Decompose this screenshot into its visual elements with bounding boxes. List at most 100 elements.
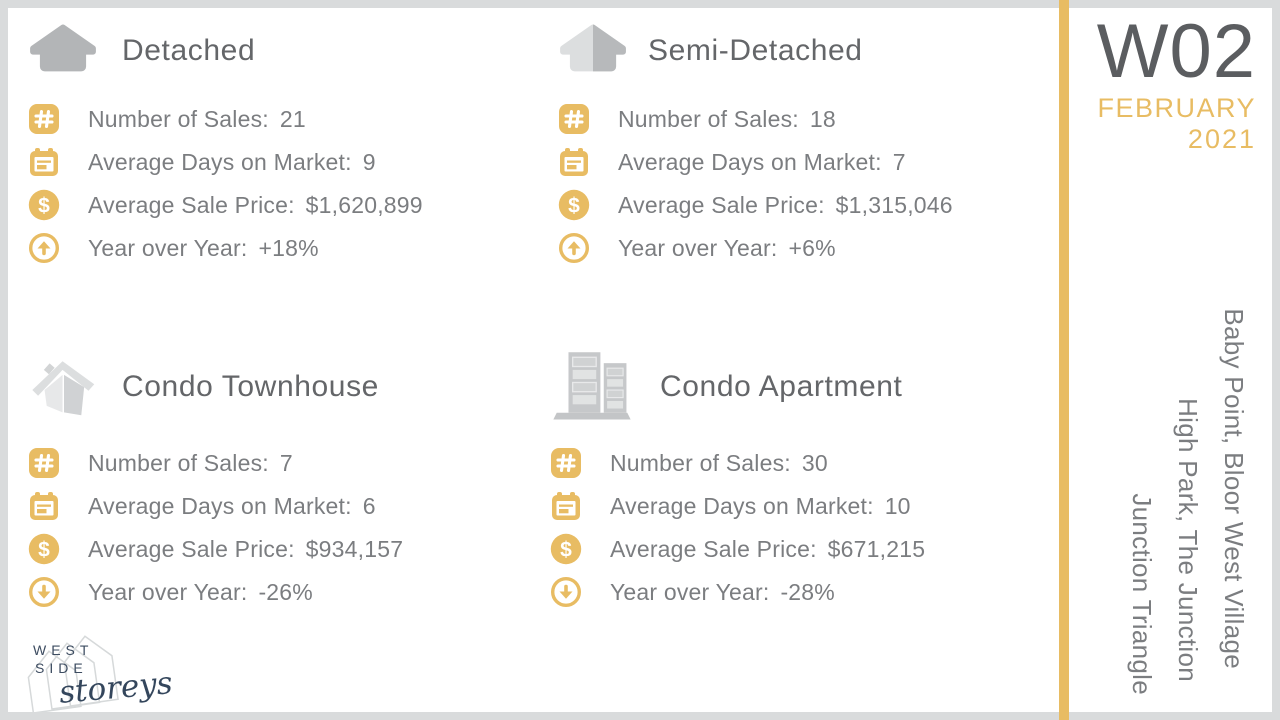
- stat-value: 7: [892, 148, 906, 175]
- stat-row: $ Average Sale Price: $934,157: [28, 533, 538, 565]
- stat-row: $ Average Sale Price: $671,215: [550, 533, 1060, 565]
- stat-value: 7: [279, 449, 293, 476]
- calendar-icon: [28, 490, 60, 522]
- neighbourhood-line: High Park, The Junction: [1173, 398, 1203, 682]
- stat-label: Number of Sales:: [610, 449, 791, 476]
- stat-value: +6%: [788, 234, 836, 261]
- apartment-icon: [550, 346, 634, 429]
- neighbourhood-line: Baby Point, Bloor West Village: [1219, 308, 1249, 669]
- logo-word-side: SIDE: [35, 660, 88, 676]
- stat-row: Year over Year: -26%: [28, 576, 538, 608]
- arrow-down-icon: [28, 576, 60, 608]
- quadrant-title: Semi-Detached: [648, 34, 863, 67]
- svg-text:$: $: [38, 195, 50, 218]
- week-label: W02: [1096, 9, 1256, 94]
- detached-stats: Number of Sales: 21 Average Days on Mark…: [28, 103, 538, 264]
- dollar-icon: $: [28, 189, 60, 221]
- stat-value: 9: [362, 148, 376, 175]
- logo-word-west: WEST: [33, 642, 94, 658]
- condo-townhouse-stats: Number of Sales: 7 Average Days on Marke…: [28, 447, 538, 608]
- calendar-icon: [558, 146, 590, 178]
- svg-text:$: $: [38, 539, 50, 562]
- period-block: W02 FEBRUARY 2021: [1096, 9, 1256, 155]
- stat-row: $ Average Sale Price: $1,315,046: [558, 189, 1068, 221]
- stat-row: Average Days on Market: 9: [28, 146, 538, 178]
- stat-label: Number of Sales:: [618, 105, 799, 132]
- arrow-up-icon: [558, 232, 590, 264]
- gold-divider-stripe: [1059, 0, 1069, 720]
- quadrant-title: Condo Townhouse: [122, 370, 379, 403]
- svg-text:$: $: [560, 539, 572, 562]
- stat-row: Average Days on Market: 6: [28, 490, 538, 522]
- house-outlines-icon: [27, 635, 119, 714]
- stat-row: Average Days on Market: 10: [550, 490, 1060, 522]
- neighbourhoods-vertical-text: Baby Point, Bloor West Village High Park…: [1117, 245, 1257, 695]
- year-label: 2021: [1187, 124, 1256, 155]
- neighbourhood-line: Junction Triangle: [1127, 493, 1157, 695]
- dollar-icon: $: [28, 533, 60, 565]
- stat-label: Average Days on Market:: [618, 148, 882, 175]
- stat-label: Number of Sales:: [88, 105, 269, 132]
- detached-section: Detached Number of Sales: 21 Average Day…: [28, 8, 538, 275]
- stat-row: Number of Sales: 21: [28, 103, 538, 135]
- stat-label: Average Sale Price:: [618, 191, 825, 218]
- condo-apartment-header: Condo Apartment: [550, 338, 1060, 436]
- stat-row: Year over Year: +6%: [558, 232, 1068, 264]
- month-label: FEBRUARY: [1097, 93, 1256, 124]
- stat-value: 6: [362, 492, 376, 519]
- arrow-down-icon: [550, 576, 582, 608]
- stat-row: Number of Sales: 18: [558, 103, 1068, 135]
- hash-icon: [550, 447, 582, 479]
- stat-label: Year over Year:: [618, 234, 778, 261]
- stat-value: $671,215: [827, 535, 926, 562]
- semi-detached-house-icon: [558, 15, 628, 88]
- semi-detached-header: Semi-Detached: [558, 8, 1068, 94]
- detached-house-icon: [28, 15, 98, 88]
- stat-label: Year over Year:: [88, 578, 248, 605]
- sidebar: W02 FEBRUARY 2021: [1069, 8, 1272, 712]
- west-side-storeys-logo: WEST SIDE storeys: [25, 630, 174, 716]
- svg-text:$: $: [568, 195, 580, 218]
- condo-townhouse-section: Condo Townhouse Number of Sales: 7 Avera…: [28, 338, 538, 619]
- arrow-up-icon: [28, 232, 60, 264]
- quadrant-title: Condo Apartment: [660, 370, 903, 403]
- stat-row: Year over Year: +18%: [28, 232, 538, 264]
- hash-icon: [558, 103, 590, 135]
- stat-value: -26%: [258, 578, 313, 605]
- stat-label: Number of Sales:: [88, 449, 269, 476]
- stat-label: Average Days on Market:: [610, 492, 874, 519]
- stat-value: 30: [801, 449, 828, 476]
- stat-value: $1,315,046: [835, 191, 953, 218]
- dollar-icon: $: [558, 189, 590, 221]
- stat-row: Number of Sales: 7: [28, 447, 538, 479]
- hash-icon: [28, 447, 60, 479]
- stat-label: Year over Year:: [610, 578, 770, 605]
- stat-value: 10: [884, 492, 911, 519]
- stat-row: Year over Year: -28%: [550, 576, 1060, 608]
- stat-label: Average Sale Price:: [88, 535, 295, 562]
- stat-label: Average Sale Price:: [88, 191, 295, 218]
- stat-label: Average Days on Market:: [88, 492, 352, 519]
- condo-apartment-stats: Number of Sales: 30 Average Days on Mark…: [550, 447, 1060, 608]
- stat-row: Number of Sales: 30: [550, 447, 1060, 479]
- townhouse-icon: [28, 344, 100, 431]
- calendar-icon: [28, 146, 60, 178]
- hash-icon: [28, 103, 60, 135]
- stat-row: Average Days on Market: 7: [558, 146, 1068, 178]
- quadrant-title: Detached: [122, 34, 256, 67]
- stat-label: Year over Year:: [88, 234, 248, 261]
- semi-detached-stats: Number of Sales: 18 Average Days on Mark…: [558, 103, 1068, 264]
- stat-label: Average Sale Price:: [610, 535, 817, 562]
- stat-label: Average Days on Market:: [88, 148, 352, 175]
- stat-value: 18: [809, 105, 836, 132]
- semi-detached-section: Semi-Detached Number of Sales: 18 Averag…: [558, 8, 1068, 275]
- stat-value: $934,157: [305, 535, 404, 562]
- stat-value: $1,620,899: [305, 191, 423, 218]
- detached-header: Detached: [28, 8, 538, 94]
- condo-townhouse-header: Condo Townhouse: [28, 338, 538, 436]
- stat-value: -28%: [780, 578, 835, 605]
- dollar-icon: $: [550, 533, 582, 565]
- stat-value: 21: [279, 105, 306, 132]
- stat-value: +18%: [258, 234, 319, 261]
